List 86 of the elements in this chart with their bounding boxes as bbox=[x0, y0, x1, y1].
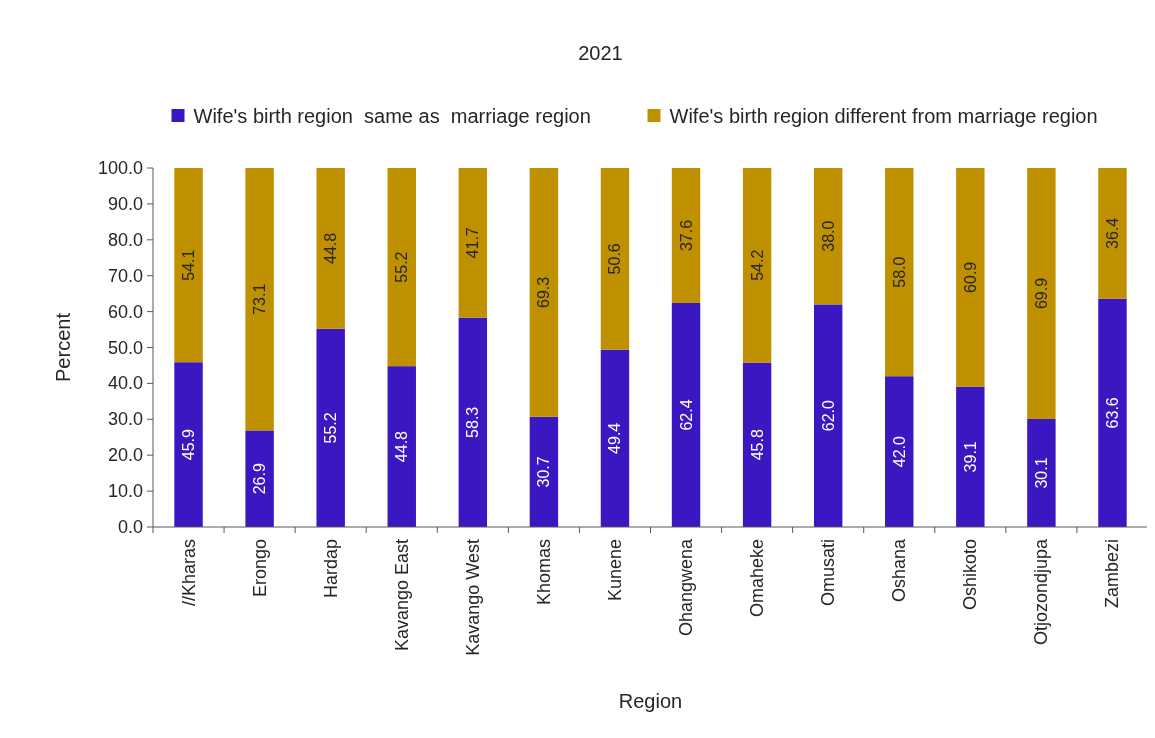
bar bbox=[529, 416, 559, 527]
data-label: 36.4 bbox=[1103, 217, 1121, 249]
legend-label: Wife's birth region same as marriage region bbox=[193, 105, 591, 127]
x-tick-label: Oshana bbox=[889, 538, 910, 603]
x-tick-label: Erongo bbox=[249, 539, 270, 598]
bar bbox=[1098, 298, 1127, 527]
x-tick-label: Oshikoto bbox=[960, 539, 981, 611]
data-label: 49.4 bbox=[606, 422, 624, 454]
x-tick-label: Zambezi bbox=[1102, 539, 1123, 609]
bar bbox=[174, 168, 203, 363]
data-label: 55.2 bbox=[322, 412, 340, 444]
bar bbox=[600, 168, 630, 350]
bar bbox=[1027, 168, 1056, 419]
data-label: 37.6 bbox=[677, 219, 695, 252]
data-label: 38.0 bbox=[819, 220, 837, 252]
bar bbox=[1098, 168, 1127, 299]
bar bbox=[671, 168, 701, 303]
bar bbox=[813, 304, 843, 527]
data-label: 62.0 bbox=[819, 400, 837, 432]
y-tick-label: 0.0 bbox=[117, 517, 143, 537]
y-tick-label: 30.0 bbox=[107, 409, 143, 430]
bar bbox=[387, 366, 416, 527]
data-label: 41.7 bbox=[464, 227, 482, 259]
bar bbox=[671, 302, 701, 527]
bar bbox=[529, 168, 559, 417]
data-label: 55.2 bbox=[393, 251, 411, 283]
bar bbox=[458, 317, 488, 527]
data-label: 44.8 bbox=[322, 232, 340, 264]
bar bbox=[885, 168, 914, 377]
x-tick-label: Hardap bbox=[320, 539, 341, 599]
bar bbox=[245, 168, 274, 431]
y-tick-label: 80.0 bbox=[107, 229, 143, 250]
data-label: 30.7 bbox=[535, 456, 553, 488]
x-tick-label: //Kharas bbox=[178, 539, 199, 607]
data-label: 63.6 bbox=[1103, 397, 1121, 429]
y-tick-label: 10.0 bbox=[107, 481, 143, 502]
data-label: 26.9 bbox=[251, 463, 269, 495]
bar bbox=[956, 386, 985, 527]
x-tick-label: Kavango West bbox=[462, 539, 483, 656]
bar bbox=[813, 168, 843, 305]
x-tick-label: Omusati bbox=[818, 539, 839, 607]
data-label: 44.8 bbox=[393, 430, 411, 463]
x-tick-label: Omaheke bbox=[747, 539, 768, 618]
bar bbox=[316, 328, 345, 527]
data-label: 39.1 bbox=[961, 441, 979, 473]
bar bbox=[316, 168, 345, 329]
data-label: 42.0 bbox=[890, 435, 908, 468]
data-label: 45.8 bbox=[748, 429, 766, 461]
legend-label: Wife's birth region different from marriage region bbox=[669, 105, 1098, 127]
y-axis-title: Percent bbox=[52, 312, 74, 382]
data-label: 69.3 bbox=[535, 276, 553, 308]
chart-title: 2021 bbox=[578, 42, 623, 64]
x-tick-label: Khomas bbox=[533, 539, 554, 606]
data-label: 69.9 bbox=[1032, 277, 1050, 310]
bar bbox=[742, 168, 772, 363]
y-tick-label: 60.0 bbox=[107, 301, 143, 322]
y-tick-label: 40.0 bbox=[107, 373, 143, 394]
bar bbox=[245, 430, 274, 527]
bar bbox=[458, 168, 488, 318]
data-label: 45.9 bbox=[180, 428, 198, 461]
data-label: 54.1 bbox=[180, 249, 198, 281]
bar bbox=[956, 168, 985, 387]
y-tick-label: 100.0 bbox=[97, 158, 143, 178]
x-tick-label: Kavango East bbox=[391, 539, 412, 652]
x-tick-label: Otjozondjupa bbox=[1031, 538, 1052, 646]
data-label: 60.9 bbox=[961, 261, 979, 293]
x-axis-title: Region bbox=[618, 690, 683, 712]
bar bbox=[742, 362, 772, 527]
data-label: 58.0 bbox=[890, 256, 908, 288]
data-label: 58.3 bbox=[464, 406, 482, 438]
bar bbox=[174, 362, 203, 527]
data-label: 54.2 bbox=[748, 249, 766, 281]
x-tick-label: Ohangwena bbox=[676, 538, 697, 637]
x-tick-label: Kunene bbox=[604, 539, 625, 602]
y-tick-label: 90.0 bbox=[107, 193, 143, 214]
y-tick-label: 70.0 bbox=[107, 265, 143, 286]
bar bbox=[387, 168, 416, 367]
y-tick-label: 50.0 bbox=[107, 337, 143, 358]
data-label: 73.1 bbox=[251, 283, 269, 315]
bar bbox=[1027, 418, 1056, 527]
y-tick-label: 20.0 bbox=[107, 445, 143, 466]
bar bbox=[885, 376, 914, 527]
data-label: 30.1 bbox=[1032, 457, 1050, 489]
data-label: 62.4 bbox=[677, 399, 695, 431]
bar bbox=[600, 349, 630, 527]
data-label: 50.6 bbox=[606, 243, 624, 275]
